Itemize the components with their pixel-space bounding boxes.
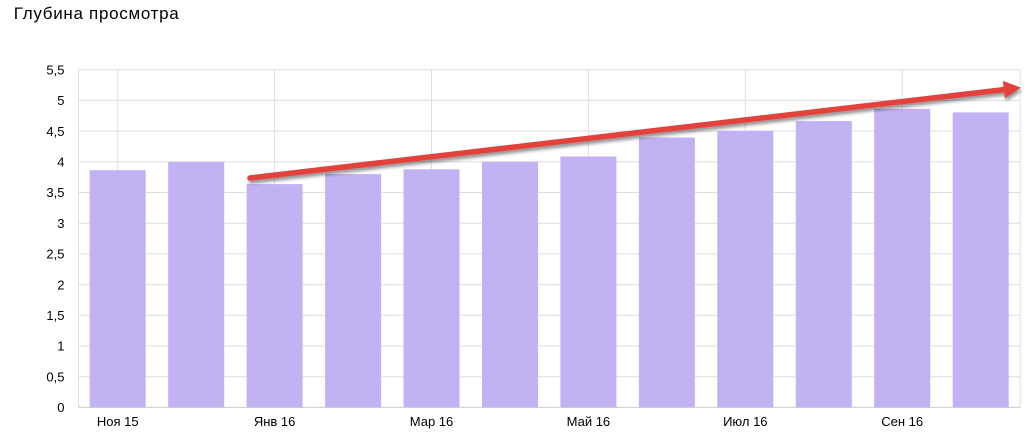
- svg-text:0: 0: [57, 400, 64, 415]
- svg-text:1: 1: [57, 339, 64, 354]
- svg-text:1,5: 1,5: [46, 308, 64, 323]
- svg-text:Ноя 15: Ноя 15: [97, 414, 139, 429]
- svg-text:5,5: 5,5: [46, 62, 64, 77]
- svg-text:3,5: 3,5: [46, 185, 64, 200]
- svg-text:Июл 16: Июл 16: [723, 414, 767, 429]
- svg-text:5: 5: [57, 93, 64, 108]
- svg-text:4,5: 4,5: [46, 124, 64, 139]
- svg-text:4: 4: [57, 155, 64, 170]
- svg-text:3: 3: [57, 216, 64, 231]
- svg-text:Глубина просмотра: Глубина просмотра: [14, 4, 180, 23]
- svg-text:Май 16: Май 16: [567, 414, 611, 429]
- svg-text:Янв 16: Янв 16: [254, 414, 296, 429]
- svg-text:2,5: 2,5: [46, 247, 64, 262]
- svg-text:0,5: 0,5: [46, 369, 64, 384]
- svg-text:Сен 16: Сен 16: [881, 414, 923, 429]
- svg-text:Мар 16: Мар 16: [410, 414, 454, 429]
- svg-text:2: 2: [57, 277, 64, 292]
